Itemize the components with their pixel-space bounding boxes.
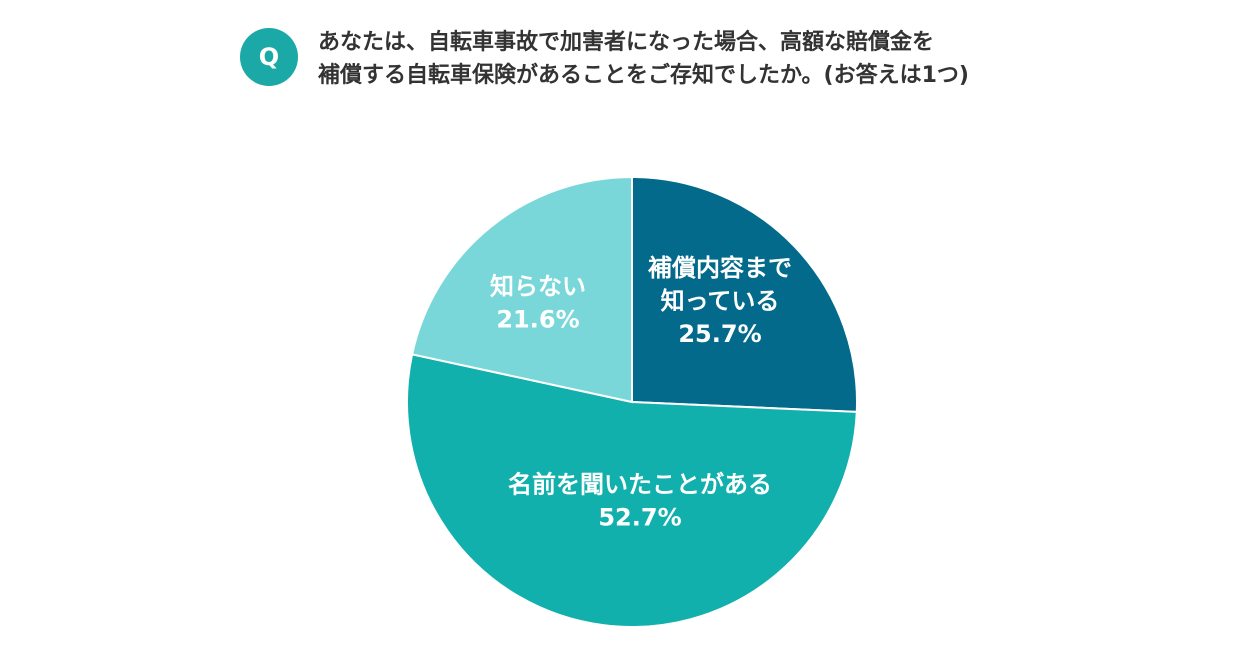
slice-value-label-3: 21.6% [496, 306, 579, 334]
slice-value-label-2: 52.7% [598, 504, 681, 532]
pie-slices [406, 175, 858, 628]
question-line-2: 補償する自転車保険があることをご存知でしたか。(お答えは1つ) [318, 63, 969, 88]
question-block: Q あなたは、自転車事故で加害者になった場合、高額な賠償金を 補償する自転車保険… [240, 26, 1140, 106]
question-text: あなたは、自転車事故で加害者になった場合、高額な賠償金を 補償する自転車保険があ… [318, 26, 1118, 92]
slice-value-label-1: 25.7% [678, 320, 761, 348]
slice-category-label-1: 知っている [661, 287, 780, 315]
question-line-1: あなたは、自転車事故で加害者になった場合、高額な賠償金を [318, 30, 935, 55]
slice-category-label-3: 知らない [490, 273, 586, 301]
pie-slice-2 [406, 353, 858, 628]
question-badge: Q [240, 28, 298, 86]
pie-slice-3 [410, 175, 633, 404]
slice-category-label-1: 補償内容まで [647, 254, 792, 282]
slice-category-label-2: 名前を聞いたことがある [508, 471, 772, 499]
pie-slice-1 [631, 175, 858, 413]
